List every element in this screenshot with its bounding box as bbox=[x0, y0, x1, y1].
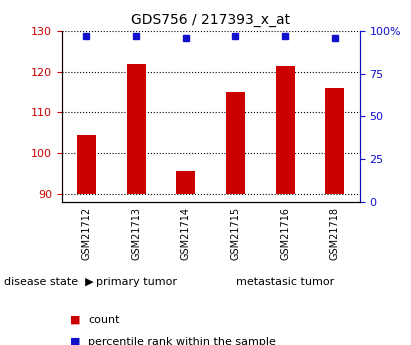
Text: count: count bbox=[88, 315, 120, 325]
Text: GSM21712: GSM21712 bbox=[81, 207, 92, 260]
Text: GSM21716: GSM21716 bbox=[280, 207, 290, 260]
Text: GSM21714: GSM21714 bbox=[181, 207, 191, 260]
Text: GSM21718: GSM21718 bbox=[330, 207, 340, 260]
Text: GSM21715: GSM21715 bbox=[231, 207, 240, 260]
Text: ■: ■ bbox=[70, 337, 81, 345]
Bar bbox=[127, 63, 145, 194]
Text: percentile rank within the sample: percentile rank within the sample bbox=[88, 337, 276, 345]
Bar bbox=[176, 171, 195, 194]
Bar bbox=[226, 92, 245, 194]
Text: disease state  ▶: disease state ▶ bbox=[4, 277, 94, 287]
Bar bbox=[77, 135, 96, 194]
Text: GSM21713: GSM21713 bbox=[131, 207, 141, 260]
Bar bbox=[276, 66, 295, 194]
Text: primary tumor: primary tumor bbox=[96, 277, 177, 287]
Bar bbox=[326, 88, 344, 194]
Text: ■: ■ bbox=[70, 315, 81, 325]
Title: GDS756 / 217393_x_at: GDS756 / 217393_x_at bbox=[131, 13, 290, 27]
Text: metastasic tumor: metastasic tumor bbox=[236, 277, 334, 287]
